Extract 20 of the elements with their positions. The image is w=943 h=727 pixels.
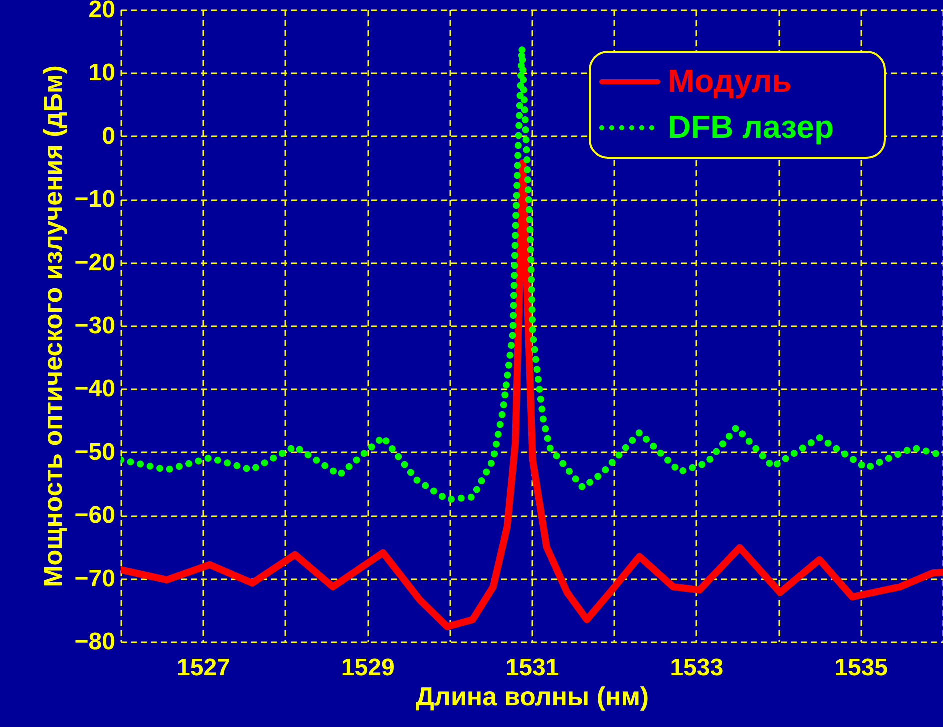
y-tick-label: −10 [74, 186, 116, 214]
y-tick-label: −40 [74, 376, 116, 403]
y-axis-title: Мощность оптического излучения (дБм) [38, 66, 68, 588]
legend-label: DFB лазер [668, 109, 834, 145]
x-tick-label: 1533 [670, 654, 724, 682]
y-tick-label: 20 [88, 0, 116, 24]
x-axis-title: Длина волны (нм) [416, 682, 650, 712]
y-tick-label: −60 [74, 502, 116, 530]
y-tick-label: −50 [74, 438, 116, 466]
y-tick-label: −20 [74, 249, 116, 276]
x-tick-label: 1531 [506, 654, 560, 682]
y-tick-label: −30 [74, 312, 116, 340]
y-tick-label: 10 [88, 60, 116, 87]
x-tick-label: 1535 [834, 654, 888, 682]
legend-label: Модуль [668, 63, 792, 99]
x-tick-label: 1529 [341, 654, 395, 682]
y-tick-label: −70 [74, 565, 116, 592]
y-tick-label: −80 [74, 628, 116, 656]
y-tick-label: 0 [102, 122, 116, 150]
x-tick-label: 1527 [177, 654, 230, 682]
